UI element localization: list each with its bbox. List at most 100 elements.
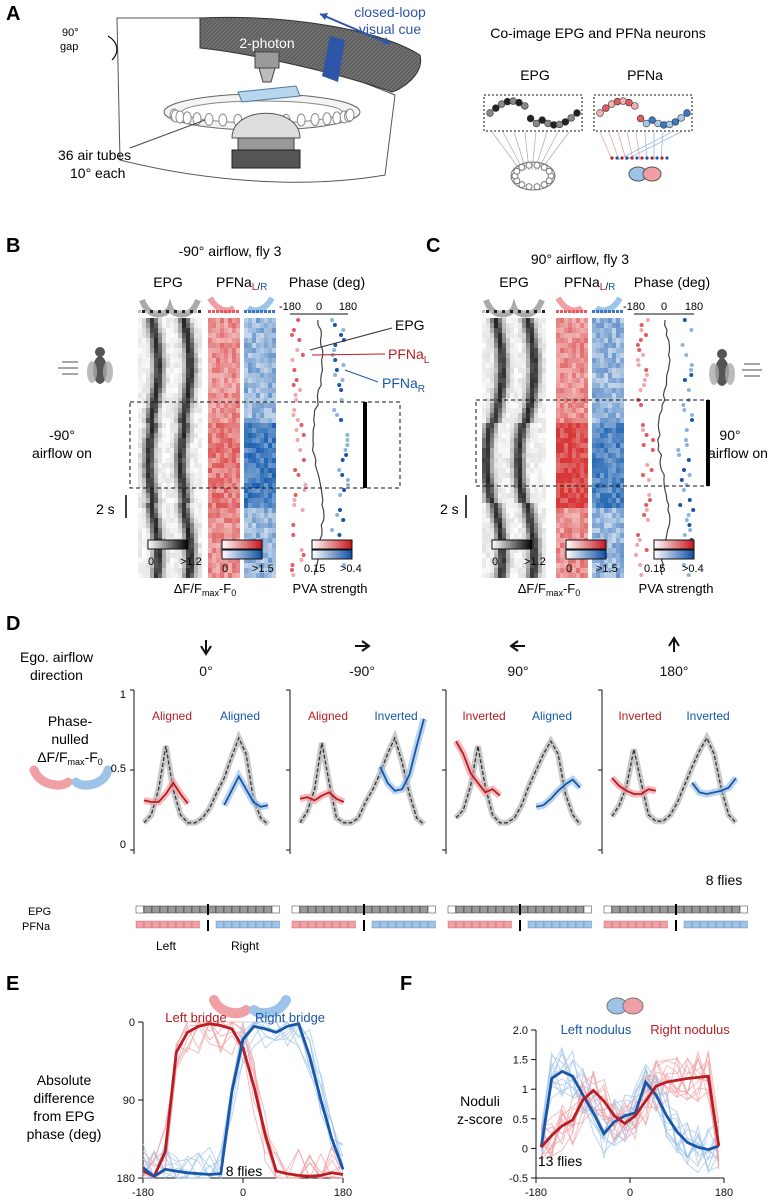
epg-heat-cell bbox=[190, 493, 194, 498]
epg-heat-cell bbox=[490, 523, 494, 528]
air-tube bbox=[332, 111, 342, 125]
epg-heat-cell bbox=[518, 438, 522, 443]
pfna-left-heat-cell bbox=[576, 498, 580, 503]
epg-heat-cell bbox=[162, 533, 166, 538]
pfna-right-heat-cell bbox=[620, 528, 624, 533]
epg-heat-cell bbox=[158, 393, 162, 398]
pfna-right-heat-cell bbox=[596, 558, 600, 563]
epg-heat-cell bbox=[518, 498, 522, 503]
pfna-right-heat-cell bbox=[596, 403, 600, 408]
tubes-label-1: 36 air tubes bbox=[58, 147, 131, 163]
pfnal-phase-dot bbox=[295, 438, 300, 442]
epg-heat-cell bbox=[526, 523, 530, 528]
pfna-left-heat-cell bbox=[568, 363, 572, 368]
epg-heat-cell bbox=[190, 328, 194, 333]
pfna-right-cell bbox=[699, 920, 708, 929]
epg-heat-cell bbox=[166, 428, 170, 433]
pfna-right-cell bbox=[427, 920, 436, 929]
epg-heat-cell bbox=[170, 398, 174, 403]
epg-heat-cell bbox=[174, 493, 178, 498]
epg-heat-cell bbox=[138, 508, 142, 513]
pfna-left-heat-cell bbox=[576, 328, 580, 333]
epg-heat-cell bbox=[482, 368, 486, 373]
epg-heat-cell bbox=[158, 553, 162, 558]
pfna-right-heat-cell bbox=[592, 508, 596, 513]
pfna-right-heat-cell bbox=[272, 403, 276, 408]
individual-fly-trace bbox=[540, 1057, 720, 1156]
pfna-left-heat-cell bbox=[236, 488, 240, 493]
pfna-left-heat-cell bbox=[216, 518, 220, 523]
pfna-left-heat-cell bbox=[556, 448, 560, 453]
epg-heat-cell bbox=[494, 423, 498, 428]
epg-heat-cell bbox=[178, 353, 182, 358]
epg-glomerulus-cell bbox=[455, 905, 464, 914]
pfna-left-heat-cell bbox=[216, 423, 220, 428]
pfna-left-heat-cell bbox=[564, 558, 568, 563]
pfna-right-heat-cell bbox=[260, 363, 264, 368]
e-legend-right-bridge: Right bridge bbox=[255, 1010, 325, 1025]
pfna-left-heat-cell bbox=[568, 348, 572, 353]
pfna-left-heat-cell bbox=[224, 438, 228, 443]
pfna-right-heat-cell bbox=[248, 408, 252, 413]
pfna-right-heat-cell bbox=[264, 403, 268, 408]
pfna-right-heat-cell bbox=[592, 568, 596, 573]
pfna-left-heat-cell bbox=[564, 528, 568, 533]
epg-heat-cell bbox=[166, 498, 170, 503]
pfnar-phase-dot bbox=[678, 503, 683, 507]
epg-heat-cell bbox=[194, 408, 198, 413]
epg-strip-cell bbox=[154, 310, 157, 313]
pfna-right-heat-cell bbox=[600, 513, 604, 518]
panel-c-title: 90° airflow, fly 3 bbox=[531, 251, 629, 267]
pfna-right-heat-cell bbox=[612, 358, 616, 363]
pfna-left-heat-cell bbox=[568, 423, 572, 428]
epg-heat-cell bbox=[190, 573, 194, 578]
epg-heat-cell bbox=[174, 553, 178, 558]
pfna-right-heat-cell bbox=[268, 418, 272, 423]
epg-heat-cell bbox=[162, 408, 166, 413]
airflow-direction-arrow-icon bbox=[200, 640, 212, 656]
pfna-right-heat-cell bbox=[608, 423, 612, 428]
epg-heat-cell bbox=[542, 373, 546, 378]
epg-heat-cell bbox=[198, 523, 202, 528]
pfnar-phase-dot bbox=[681, 488, 686, 492]
epg-heat-cell bbox=[162, 463, 166, 468]
pfna-left-heat-cell bbox=[220, 413, 224, 418]
epg-heat-cell bbox=[494, 338, 498, 343]
epg-heat-cell bbox=[538, 563, 542, 568]
pfna-right-heat-cell bbox=[244, 438, 248, 443]
epg-heat-cell bbox=[510, 378, 514, 383]
epg-heat-cell bbox=[150, 463, 154, 468]
pfna-right-heat-cell bbox=[604, 438, 608, 443]
epg-heat-cell bbox=[498, 503, 502, 508]
b-legend-pfnal-line bbox=[311, 353, 386, 356]
pfna-right-heat-cell bbox=[248, 403, 252, 408]
epg-heat-cell bbox=[150, 553, 154, 558]
epg-heat-cell bbox=[154, 318, 158, 323]
epg-heat-cell bbox=[190, 403, 194, 408]
epg-heat-cell bbox=[514, 383, 518, 388]
epg-heat-cell bbox=[534, 318, 538, 323]
pfna-right-heat-cell bbox=[272, 558, 276, 563]
pfna-right-heat-cell bbox=[248, 573, 252, 578]
epg-heat-cell bbox=[530, 528, 534, 533]
epg-heat-cell bbox=[138, 438, 142, 443]
pfna-left-heat-cell bbox=[224, 393, 228, 398]
epg-heat-cell bbox=[514, 363, 518, 368]
pfna-right-heat-cell bbox=[612, 433, 616, 438]
epg-heat-cell bbox=[486, 558, 490, 563]
pfna-right-heat-cell bbox=[600, 558, 604, 563]
pfna-right-heat-cell bbox=[256, 428, 260, 433]
epg-heat-cell bbox=[162, 398, 166, 403]
pfna-left-heat-cell bbox=[564, 478, 568, 483]
pfna-left-heat-cell bbox=[224, 563, 228, 568]
epg-heat-cell bbox=[494, 558, 498, 563]
epg-glomerulus-cell bbox=[627, 905, 636, 914]
epg-heat-cell bbox=[178, 478, 182, 483]
epg-heat-cell bbox=[150, 398, 154, 403]
pfnar-phase-dot bbox=[342, 488, 347, 492]
epg-heat-cell bbox=[182, 418, 186, 423]
epg-heat-cell bbox=[530, 488, 534, 493]
pfna-right-heat-cell bbox=[272, 348, 276, 353]
epg-glomerulus-cell bbox=[355, 905, 364, 914]
pfna-right-heat-cell bbox=[596, 343, 600, 348]
